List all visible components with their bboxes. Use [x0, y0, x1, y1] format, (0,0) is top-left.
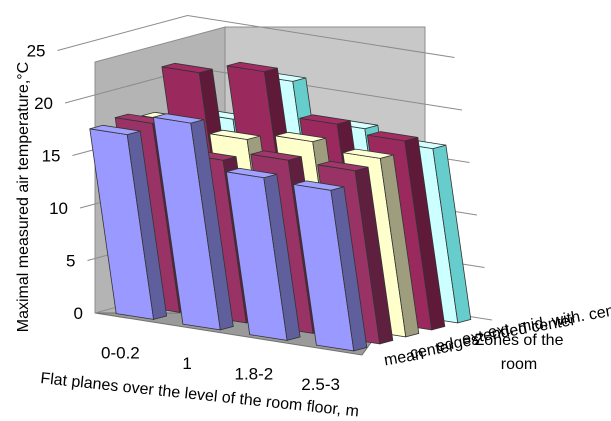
x-tick-label: 1.8-2: [235, 364, 274, 383]
bar-top: [317, 160, 369, 172]
x-tick-label: 0-0.2: [101, 343, 140, 362]
bar-top: [342, 148, 394, 159]
y-tick-label: 5: [66, 252, 75, 271]
z-axis-label-line2: room: [501, 356, 537, 373]
y-tick-label: 20: [34, 94, 53, 113]
z-axis-label-line1: Zones of the: [475, 332, 564, 349]
y-tick-label: 10: [49, 199, 68, 218]
bar: [89, 124, 168, 320]
x-tick-label: 2.5-3: [301, 375, 340, 394]
bar: [152, 113, 234, 331]
bar-top: [293, 180, 345, 191]
bar-top: [153, 113, 204, 124]
bar-top: [275, 131, 326, 143]
bar: [225, 167, 301, 341]
y-tick-label: 25: [27, 42, 46, 61]
bar-top: [161, 62, 213, 74]
x-tick-label: 1: [182, 354, 191, 373]
y-tick-labels: 0 5 10 15 20 25: [27, 42, 83, 324]
y-tick-label: 0: [74, 304, 83, 323]
bar-top: [299, 114, 351, 125]
x-tick-labels: 0-0.2 1 1.8-2 2.5-3: [101, 343, 340, 394]
bar-top: [367, 131, 418, 142]
bar-top: [209, 129, 261, 140]
grid-line-25: [57, 14, 455, 58]
bar-top: [250, 150, 302, 161]
y-axis-label: Maximal measured air temperature,°C: [15, 62, 32, 333]
bar: [293, 180, 368, 352]
bars: [89, 61, 472, 352]
bar-top: [226, 61, 278, 73]
bar-top: [226, 167, 277, 179]
y-tick-label: 15: [42, 147, 61, 166]
bar-top: [89, 124, 141, 136]
series-label: mean: [383, 346, 425, 370]
